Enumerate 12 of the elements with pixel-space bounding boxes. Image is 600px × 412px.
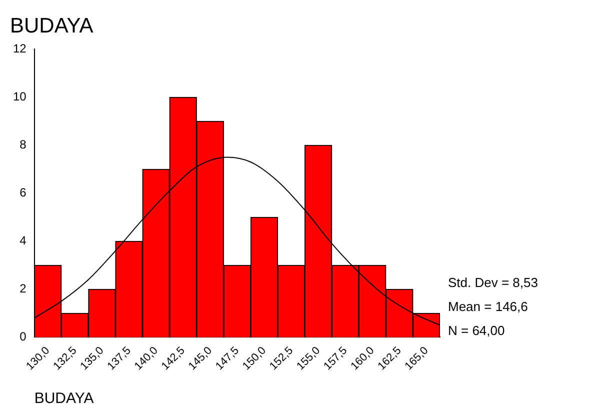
y-tick-label: 2 (20, 282, 27, 296)
chart-title: BUDAYA (10, 14, 94, 38)
y-tick-label: 8 (20, 138, 27, 152)
text: Std. Dev = 8,53 (448, 275, 538, 290)
text: Mean = 146,6 (448, 299, 528, 314)
y-tick-label: 0 (20, 330, 27, 344)
text: N = 64,00 (448, 323, 505, 338)
y-tick-label: 6 (20, 186, 27, 200)
y-tick-label: 12 (12, 42, 27, 56)
x-axis-title: BUDAYA (34, 390, 94, 408)
y-tick-label: 4 (20, 234, 27, 248)
y-tick-label: 10 (12, 90, 27, 104)
